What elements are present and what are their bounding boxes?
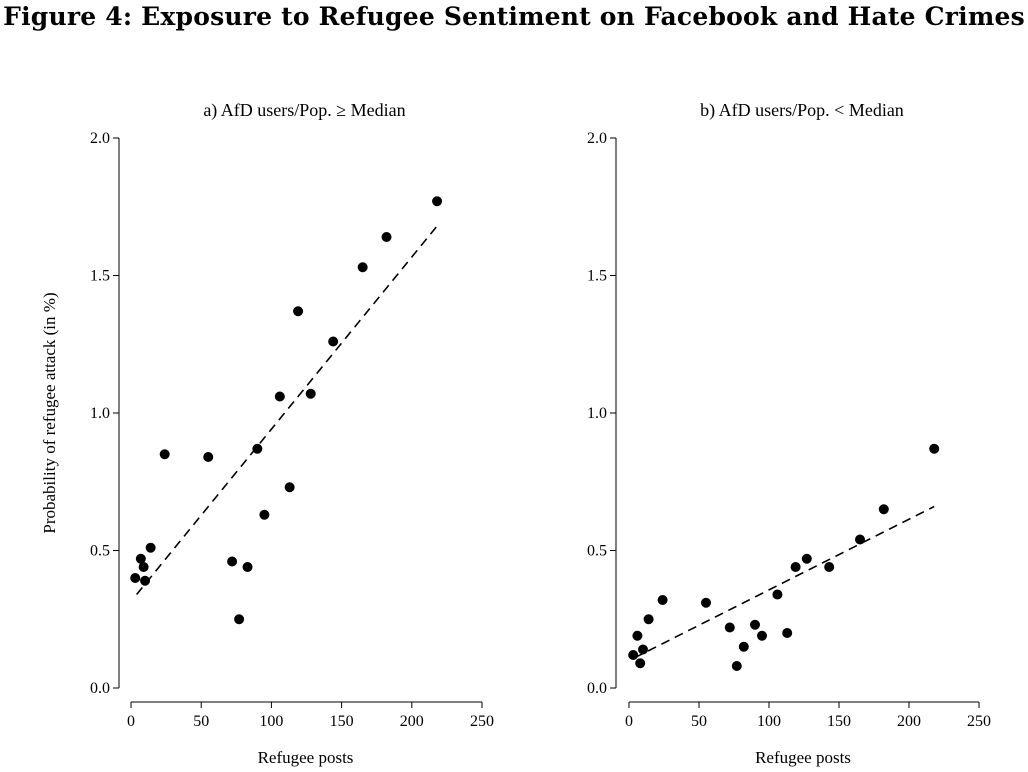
data-point <box>227 556 238 567</box>
x-tick-label: 50 <box>691 713 707 730</box>
data-point <box>145 542 156 553</box>
data-point <box>824 562 835 572</box>
data-point <box>632 630 643 641</box>
data-point <box>801 553 812 564</box>
data-point <box>772 589 783 600</box>
x-tick-label: 150 <box>827 713 851 730</box>
panel-title: b) AfD users/Pop. < Median <box>700 100 904 121</box>
data-point <box>140 575 151 586</box>
data-point <box>878 504 889 515</box>
data-point <box>757 630 767 641</box>
y-axis-label: Probability of refugee attack (in %) <box>40 292 59 533</box>
x-tick-label: 100 <box>259 713 283 730</box>
data-point <box>855 534 865 545</box>
data-point <box>929 443 940 454</box>
data-point <box>284 482 295 493</box>
data-point <box>130 573 141 583</box>
data-point <box>234 614 245 625</box>
panel-b: b) AfD users/Pop. < Median 0.0 0.5 1.0 1.5 2.… <box>587 100 991 767</box>
panel-title: a) AfD users/Pop. ≥ Median <box>203 100 405 121</box>
data-point <box>293 306 304 317</box>
data-point <box>259 509 270 520</box>
x-tick-label: 250 <box>967 713 991 730</box>
x-tick-label: 250 <box>470 713 494 730</box>
figure-title: Figure 4: Exposure to Refugee Sentiment … <box>3 2 1025 31</box>
data-point <box>432 196 443 207</box>
panel-a: a) AfD users/Pop. ≥ Median 0.0 0.5 1.0 1.5 2.… <box>90 100 494 767</box>
data-point <box>328 336 339 347</box>
y-tick-label: 1.0 <box>587 405 607 422</box>
data-point <box>252 443 263 454</box>
data-point <box>159 449 170 460</box>
y-tick-label: 0.0 <box>587 680 607 697</box>
data-point <box>657 595 668 605</box>
data-point <box>242 562 253 572</box>
data-point <box>635 658 646 669</box>
data-point <box>305 388 316 399</box>
x-axis-label: Refugee posts <box>258 748 354 767</box>
fit-line <box>135 225 438 596</box>
data-point <box>731 661 742 671</box>
data-point <box>203 452 214 462</box>
x-tick-label: 100 <box>757 713 781 730</box>
y-tick-label: 1.0 <box>90 405 110 422</box>
data-point <box>274 391 285 402</box>
y-tick-label: 1.5 <box>90 268 110 285</box>
data-point <box>138 562 149 572</box>
data-point <box>701 597 711 608</box>
data-point <box>738 641 749 652</box>
x-tick-label: 50 <box>193 713 209 730</box>
data-point <box>628 650 639 660</box>
x-tick-label: 0 <box>127 713 135 730</box>
data-point <box>643 614 654 625</box>
y-tick-label: 0.0 <box>90 680 110 697</box>
x-tick-label: 200 <box>897 713 921 730</box>
y-tick-label: 2.0 <box>587 130 607 147</box>
data-point <box>381 232 392 242</box>
data-point <box>357 262 368 273</box>
x-tick-label: 0 <box>625 713 633 730</box>
data-point <box>638 644 648 655</box>
data-point <box>135 553 146 564</box>
y-tick-label: 0.5 <box>587 543 607 560</box>
y-tick-label: 2.0 <box>90 130 110 147</box>
fit-line <box>634 505 935 659</box>
x-tick-label: 200 <box>400 713 424 730</box>
y-tick-label: 1.5 <box>587 268 607 285</box>
x-axis-label: Refugee posts <box>755 748 851 767</box>
data-point <box>790 562 801 572</box>
data-point <box>750 619 760 630</box>
y-tick-label: 0.5 <box>90 543 110 560</box>
data-point <box>724 622 735 633</box>
x-tick-label: 150 <box>330 713 354 730</box>
data-point <box>782 628 793 638</box>
